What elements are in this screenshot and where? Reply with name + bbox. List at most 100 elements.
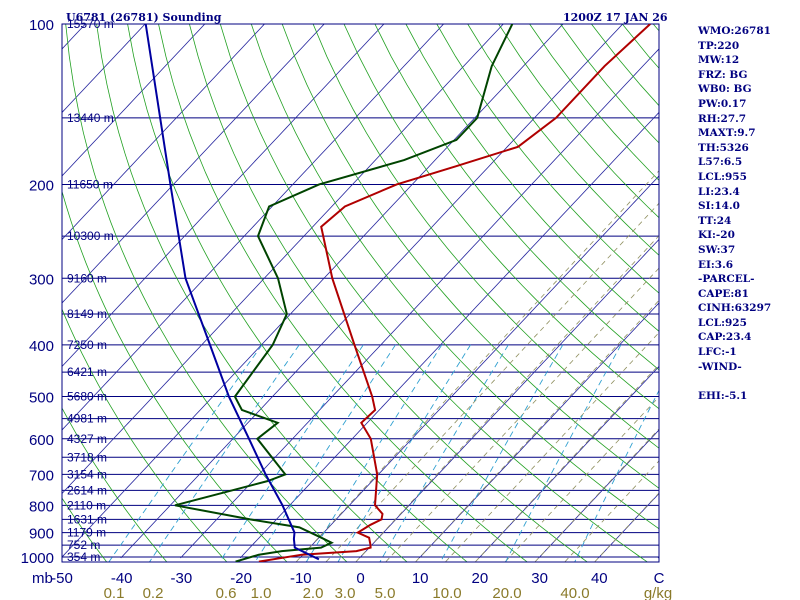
dry-adiabat: [281, 24, 659, 489]
height-label: 8149 m: [67, 307, 107, 321]
pressure-tick-label: 800: [29, 498, 54, 515]
pressure-tick-label: 600: [29, 432, 54, 449]
index-row: FRZ: BG: [698, 68, 748, 81]
mixing-ratio-label: 0.1: [104, 585, 125, 600]
temperature-tick-label: 30: [531, 570, 548, 587]
height-label: 3718 m: [67, 450, 107, 464]
isotherm: [478, 365, 659, 559]
mixing-ratio-label: g/kg: [644, 585, 672, 600]
height-label: 2614 m: [67, 483, 107, 497]
height-label: 2110 m: [67, 498, 106, 512]
dry-adiabat: [374, 24, 659, 371]
index-row: WMO:26781: [698, 25, 771, 37]
index-row: EHI:-5.1: [698, 389, 748, 402]
isotherm: [62, 24, 325, 304]
dry-adiabat: [219, 24, 649, 562]
index-row: LFC:-1: [698, 346, 737, 359]
height-label: 9160 m: [67, 271, 107, 285]
mixing-ratio-label: 5.0: [375, 585, 396, 600]
isotherm: [62, 24, 265, 241]
index-row: -WIND-: [698, 360, 742, 373]
temperature-tick-label: 10: [412, 570, 429, 587]
temperature-tick-label: -20: [230, 570, 252, 587]
temperature-tick-label: -30: [171, 570, 193, 587]
pressure-tick-label: 1000: [21, 550, 54, 567]
height-label: 354 m: [67, 550, 100, 564]
index-row: MAXT:9.7: [698, 127, 756, 140]
isotherm: [299, 175, 659, 559]
isotherm: [62, 24, 385, 368]
index-row: -PARCEL-: [698, 273, 755, 286]
mixing-ratio-line: [574, 389, 659, 562]
pressure-tick-label: 400: [29, 338, 54, 355]
mixing-ratio-label: 2.0: [303, 585, 324, 600]
height-label: 10300 m: [67, 229, 114, 243]
height-label: 1179 m: [67, 526, 106, 540]
isotherm: [418, 302, 659, 559]
dry-adiabat: [65, 24, 348, 562]
mixing-ratio-label: 0.2: [143, 585, 164, 600]
moist-adiabat: [564, 460, 659, 562]
pressure-tick-label: 100: [29, 17, 54, 34]
temperature-tick-label: -40: [111, 570, 133, 587]
temperature-tick-label: 40: [591, 570, 608, 587]
temperature-tick-label: 0: [356, 570, 364, 587]
index-row: KI:-20: [698, 229, 735, 242]
height-label: 13440 m: [67, 111, 114, 125]
index-row: LI:23.4: [698, 185, 740, 198]
index-row: TH:5326: [698, 141, 749, 154]
dry-adiabat: [62, 190, 288, 562]
dry-adiabat: [312, 24, 659, 449]
mixing-ratio-line: [148, 344, 300, 562]
isotherm: [359, 238, 659, 559]
temperature-tick-label: C: [654, 570, 665, 587]
mixing-ratio-label: 0.6: [216, 585, 237, 600]
temperature-tick-label: -10: [290, 570, 312, 587]
height-label: 5680 m: [67, 390, 107, 404]
isotherm: [0, 24, 26, 558]
dry-adiabat: [96, 24, 408, 562]
moist-adiabat: [593, 492, 659, 562]
isotherm: [62, 24, 444, 431]
moist-adiabat: [444, 331, 659, 562]
index-row: PW:0.17: [698, 97, 747, 110]
pressure-unit-label: mb: [32, 570, 53, 587]
dry-adiabat: [189, 24, 588, 562]
temperature-tick-label: -50: [51, 570, 73, 587]
height-label: 6421 m: [67, 365, 107, 379]
height-label: 1631 m: [67, 512, 107, 526]
moist-adiabat: [325, 202, 659, 562]
height-label: 7250 m: [67, 338, 107, 352]
index-row: SW:37: [698, 243, 736, 256]
isotherm: [62, 24, 504, 495]
moist-adiabat: [534, 428, 659, 562]
dry-adiabat: [250, 24, 659, 530]
isotherm: [62, 24, 564, 558]
height-label: 11650 m: [67, 177, 113, 191]
dry-adiabat: [405, 24, 659, 332]
dry-adiabat: [62, 407, 168, 562]
station-title: U6781 (26781) Sounding: [66, 11, 222, 24]
height-label: 4327 m: [67, 432, 107, 446]
isotherm: [120, 24, 624, 559]
mixing-ratio-label: 10.0: [432, 585, 461, 600]
mixing-ratio-line: [337, 344, 471, 562]
index-row: RH:27.7: [698, 112, 747, 125]
dry-adiabat: [158, 24, 528, 562]
moist-adiabat: [474, 364, 659, 562]
moist-adiabat: [414, 299, 659, 562]
index-row: CAPE:81: [698, 287, 749, 300]
mixing-ratio-label: 1.0: [251, 585, 272, 600]
isotherm: [239, 111, 659, 559]
pressure-tick-label: 500: [29, 390, 54, 407]
index-row: LCL:925: [698, 316, 747, 329]
pressure-tick-label: 300: [29, 271, 54, 288]
mixing-ratio-label: 40.0: [560, 585, 589, 600]
index-row: CINH:63297: [698, 302, 772, 315]
pressure-tick-label: 200: [29, 177, 54, 194]
moist-adiabat: [295, 170, 659, 562]
mixing-ratio-line: [439, 344, 564, 562]
dry-adiabat: [343, 24, 659, 410]
index-row: EI:3.6: [698, 258, 734, 271]
mixing-ratio-label: 20.0: [492, 585, 521, 600]
